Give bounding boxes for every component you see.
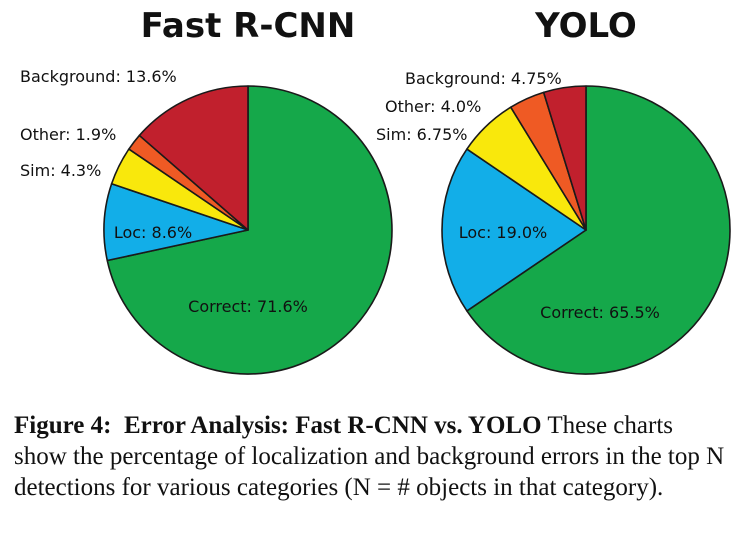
slice-label-loc: Loc: 19.0% [459,223,548,242]
slice-label-sim: Sim: 4.3% [20,161,101,180]
pie-slice-loc [441,148,587,312]
figure-caption: Figure 4: Error Analysis: Fast R-CNN vs.… [14,410,726,503]
slice-label-background: Background: 13.6% [20,67,177,86]
chart-title-fast-rcnn: Fast R-CNN [141,6,356,46]
slice-label-other: Other: 1.9% [20,125,116,144]
pie-slice-correct [466,85,731,375]
pie-charts: Fast R-CNN YOLO Correct: 71.6% Loc: 8.6% S… [20,6,731,375]
slice-label-other: Other: 4.0% [385,97,481,116]
caption-body: These charts show the percentage of loca… [14,412,725,501]
slice-label-loc: Loc: 8.6% [114,223,192,242]
pie-slice-background [542,85,587,231]
slice-label-background: Background: 4.75% [405,69,562,88]
pie-fast-rcnn: Correct: 71.6% Loc: 8.6% Sim: 4.3% Other: 1… [20,67,393,375]
caption-title: Error Analysis: Fast R-CNN vs. YOLO [123,412,542,439]
chart-title-yolo: YOLO [534,6,637,46]
slice-label-sim: Sim: 6.75% [376,125,468,144]
slice-label-correct: Correct: 71.6% [188,297,308,316]
slice-label-correct: Correct: 65.5% [540,303,660,322]
pie-slice-correct [106,85,393,375]
pie-slice-background [138,85,249,231]
pie-yolo: Correct: 65.5% Loc: 19.0% Sim: 6.75% Other:… [376,69,731,375]
figure-label: Figure 4: [14,412,112,439]
